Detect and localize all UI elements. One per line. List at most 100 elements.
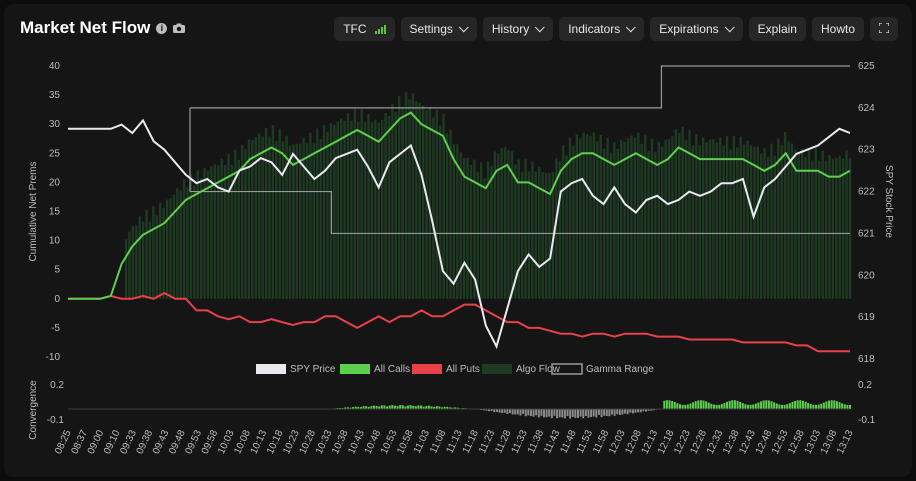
convergence-bar xyxy=(553,409,556,416)
convergence-bar xyxy=(634,409,637,413)
algo-flow-bar xyxy=(780,144,783,299)
convergence-bar xyxy=(375,406,378,409)
convergence-bar xyxy=(812,404,815,409)
convergence-bar xyxy=(386,406,389,409)
algo-flow-bar xyxy=(398,96,401,299)
y-right-tick: 624 xyxy=(858,103,875,114)
algo-flow-bar xyxy=(193,185,196,299)
algo-flow-bar xyxy=(831,158,835,299)
algo-flow-bar xyxy=(299,143,302,299)
expirations-label: Expirations xyxy=(659,22,719,36)
algo-flow-bar xyxy=(725,136,729,299)
convergence-bar xyxy=(522,409,525,414)
algo-flow-bar xyxy=(353,108,357,299)
fullscreen-button[interactable] xyxy=(870,17,898,41)
algo-flow-bar xyxy=(275,140,278,299)
convergence-bar xyxy=(446,406,449,409)
convergence-bar xyxy=(757,402,760,409)
algo-flow-bar xyxy=(517,159,520,299)
settings-button[interactable]: Settings xyxy=(400,17,477,41)
algo-flow-bar xyxy=(305,143,309,299)
history-label: History xyxy=(491,22,530,36)
algo-flow-bar xyxy=(531,161,534,299)
tfc-button[interactable]: TFC xyxy=(334,17,395,41)
algo-flow-bar xyxy=(568,137,572,299)
explain-button[interactable]: Explain xyxy=(748,17,806,41)
algo-flow-bar xyxy=(760,153,763,299)
convergence-bar xyxy=(537,409,540,418)
convergence-bar xyxy=(383,405,386,409)
convergence-bar xyxy=(506,409,509,414)
algo-flow-bar xyxy=(459,152,462,299)
algo-flow-bar xyxy=(790,143,794,299)
convergence-bar xyxy=(571,409,574,417)
gamma-range-lower xyxy=(190,190,850,235)
convergence-bar xyxy=(435,406,438,409)
algo-flow-bar xyxy=(838,155,841,299)
convergence-bar xyxy=(414,406,417,409)
convergence-bar xyxy=(362,406,365,409)
algo-flow-bar xyxy=(203,167,206,299)
algo-flow-bar xyxy=(664,139,667,299)
algo-flow-bar xyxy=(561,144,565,299)
algo-flow-bar xyxy=(309,132,312,299)
convergence-bar xyxy=(796,400,799,409)
algo-flow-bar xyxy=(678,132,681,299)
convergence-bar xyxy=(577,409,579,418)
convergence-bar xyxy=(671,400,674,409)
y-right-tick: 622 xyxy=(858,187,875,198)
algo-flow-bar xyxy=(179,190,182,299)
convergence-bar xyxy=(611,409,613,415)
algo-flow-bar xyxy=(804,156,807,299)
convergence-bar xyxy=(767,400,770,409)
convergence-bar xyxy=(749,404,752,409)
convergence-bar xyxy=(391,405,394,409)
algo-flow-bar xyxy=(408,99,411,299)
algo-flow-bar xyxy=(824,160,828,299)
howto-button[interactable]: Howto xyxy=(811,17,864,41)
algo-flow-bar xyxy=(729,149,732,299)
convergence-bar xyxy=(448,407,451,409)
info-icon[interactable]: i xyxy=(156,22,168,34)
algo-flow-bar xyxy=(220,158,223,299)
all-puts-line xyxy=(68,291,850,353)
convergence-bar xyxy=(378,406,381,409)
camera-icon[interactable] xyxy=(173,18,186,38)
algo-flow-bar xyxy=(503,146,507,299)
algo-flow-bar xyxy=(462,157,466,299)
convergence-bar xyxy=(605,409,608,416)
algo-flow-bar xyxy=(234,149,237,299)
convergence-bar xyxy=(817,404,820,409)
legend-swatch xyxy=(256,364,286,374)
convergence-bar xyxy=(815,404,817,409)
convergence-bar xyxy=(354,406,357,409)
algo-flow-bar xyxy=(391,104,394,299)
algo-flow-bar xyxy=(787,141,790,299)
algo-flow-bar xyxy=(753,146,756,299)
convergence-bar xyxy=(786,404,789,409)
algo-flow-bar xyxy=(660,146,664,299)
convergence-bar xyxy=(652,409,655,411)
convergence-bar xyxy=(548,409,551,417)
history-button[interactable]: History xyxy=(482,17,554,41)
algo-flow-bar xyxy=(251,139,254,299)
convergence-bar xyxy=(697,400,700,409)
convergence-bar xyxy=(843,404,846,409)
convergence-bar xyxy=(566,409,569,417)
convergence-bar xyxy=(713,404,715,409)
algo-flow-bar xyxy=(575,134,579,299)
algo-flow-bar xyxy=(633,137,637,299)
algo-flow-bar xyxy=(421,105,425,299)
algo-flow-bar xyxy=(155,215,158,299)
algo-flow-bar xyxy=(374,119,377,299)
indicators-button[interactable]: Indicators xyxy=(559,17,645,41)
convergence-bar xyxy=(673,402,676,409)
convergence-bar xyxy=(590,409,593,418)
convergence-bar xyxy=(357,406,360,409)
algo-flow-bar xyxy=(555,158,558,299)
algo-flow-bar xyxy=(777,138,780,299)
expirations-button[interactable]: Expirations xyxy=(650,17,743,41)
y-left-tick: 15 xyxy=(49,207,61,218)
algo-flow-bar xyxy=(544,173,548,299)
algo-flow-bar xyxy=(148,221,152,299)
